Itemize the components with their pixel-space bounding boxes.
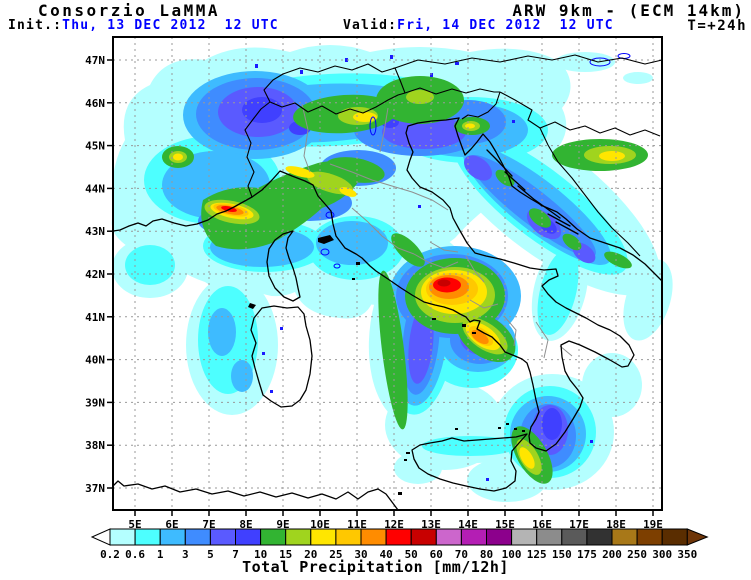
colorbar-value-label: 3	[182, 548, 189, 561]
colorbar-value-label: 7	[232, 548, 239, 561]
colorbar-value-label: 1	[157, 548, 164, 561]
colorbar-value-label: 100	[502, 548, 522, 561]
lat-tick-label: 46N	[85, 97, 105, 110]
colorbar-value-label: 250	[627, 548, 647, 561]
colorbar-value-label: 60	[430, 548, 443, 561]
colorbar-left-arrow	[90, 528, 111, 546]
lat-tick-label: 38N	[85, 439, 105, 452]
colorbar-cell	[285, 528, 312, 546]
colorbar-cell	[335, 528, 362, 546]
brand-title: Consorzio LaMMA	[38, 1, 220, 20]
colorbar-cell	[460, 528, 487, 546]
colorbar-value-label: 300	[652, 548, 672, 561]
lat-tick-label: 43N	[85, 225, 105, 238]
lon-tick-label: 7E	[202, 518, 215, 531]
colorbar-cell	[159, 528, 186, 546]
colorbar-cell	[209, 528, 236, 546]
lat-tick-label: 44N	[85, 182, 105, 195]
lon-tick-label: 15E	[495, 518, 515, 531]
colorbar-value-label: 70	[455, 548, 468, 561]
colorbar-cell	[385, 528, 412, 546]
lon-tick-label: 18E	[606, 518, 626, 531]
coastlines	[112, 117, 663, 511]
init-value: Thu, 13 DEC 2012 12 UTC	[62, 18, 279, 33]
colorbar-cell	[410, 528, 437, 546]
national-borders	[244, 54, 663, 257]
map-caption: Total Precipitation [mm/12h]	[242, 558, 509, 576]
lon-tick-label: 11E	[347, 518, 367, 531]
valid-time-block: Valid:Fri, 14 DEC 2012 12 UTC	[343, 18, 614, 33]
colorbar-value-label: 30	[354, 548, 367, 561]
colorbar-value-label: 125	[527, 548, 547, 561]
colorbar-cell	[586, 528, 613, 546]
colorbar-value-label: 50	[405, 548, 418, 561]
lon-tick-label: 6E	[165, 518, 178, 531]
lon-tick-label: 12E	[384, 518, 404, 531]
model-title: ARW 9km - (ECM 14km)	[512, 1, 745, 20]
colorbar-value-label: 40	[379, 548, 392, 561]
lat-tick-label: 41N	[85, 311, 105, 324]
colorbar-value-label: 175	[577, 548, 597, 561]
colorbar-cell	[536, 528, 563, 546]
colorbar-cell	[134, 528, 161, 546]
graticule	[113, 37, 662, 510]
colorbar-right-arrow	[686, 528, 709, 546]
lat-tick-label: 37N	[85, 482, 105, 495]
lon-tick-label: 5E	[128, 518, 141, 531]
colorbar-value-label: 15	[279, 548, 292, 561]
colorbar-legend: 0.2 0.6 1 3 5 7 10 15 20 25 30 40 50 60 70 80 100 125 150 1…	[90, 528, 709, 561]
lat-tick-label: 42N	[85, 268, 105, 281]
colorbar-value-label: 80	[480, 548, 493, 561]
colorbar-value-label: 10	[254, 548, 267, 561]
colorbar-cell	[611, 528, 638, 546]
valid-value: Fri, 14 DEC 2012 12 UTC	[397, 18, 614, 33]
valid-label: Valid:	[343, 18, 398, 33]
colorbar-cell	[260, 528, 287, 546]
colorbar-cell	[636, 528, 663, 546]
colorbar-value-label: 20	[304, 548, 317, 561]
colorbar-cell	[661, 528, 688, 546]
lon-tick-label: 10E	[310, 518, 330, 531]
colorbar-cell	[235, 528, 262, 546]
lon-tick-label: 14E	[458, 518, 478, 531]
colorbar-value-label: 0.2	[100, 548, 120, 561]
map-axes: 5E 6E 7E 8E 9E 10E 11E 12E 13E 14E 15E 16E 17E 18E 19E…	[85, 36, 663, 531]
precip-level-50	[437, 279, 451, 287]
lead-time-label: T=+24h	[687, 18, 747, 34]
lon-tick-label: 9E	[276, 518, 289, 531]
colorbar-value-label: 25	[329, 548, 342, 561]
colorbar-cell	[310, 528, 337, 546]
regional-borders	[301, 103, 573, 359]
lon-tick-label: 17E	[569, 518, 589, 531]
colorbar-cell	[184, 528, 211, 546]
colorbar-cell	[109, 528, 136, 546]
colorbar-value-label: 350	[677, 548, 697, 561]
colorbar-value-label: 0.6	[125, 548, 145, 561]
colorbar-cell	[435, 528, 462, 546]
lon-tick-label: 16E	[532, 518, 552, 531]
lat-tick-label: 47N	[85, 54, 105, 67]
colorbar-value-label: 150	[552, 548, 572, 561]
lon-tick-label: 19E	[643, 518, 663, 531]
init-time-block: Init.:Thu, 13 DEC 2012 12 UTC	[8, 18, 279, 33]
small-islands	[248, 235, 525, 495]
colorbar-cell	[360, 528, 387, 546]
colorbar-cell	[486, 528, 513, 546]
colorbar-cell	[511, 528, 538, 546]
lat-tick-label: 39N	[85, 396, 105, 409]
colorbar-value-label: 200	[602, 548, 622, 561]
init-label: Init.:	[8, 18, 63, 33]
lon-tick-label: 13E	[421, 518, 441, 531]
lat-tick-label: 45N	[85, 140, 105, 153]
colorbar-cell	[561, 528, 588, 546]
colorbar-value-label: 5	[207, 548, 214, 561]
lat-tick-label: 40N	[85, 354, 105, 367]
lon-tick-label: 8E	[239, 518, 252, 531]
